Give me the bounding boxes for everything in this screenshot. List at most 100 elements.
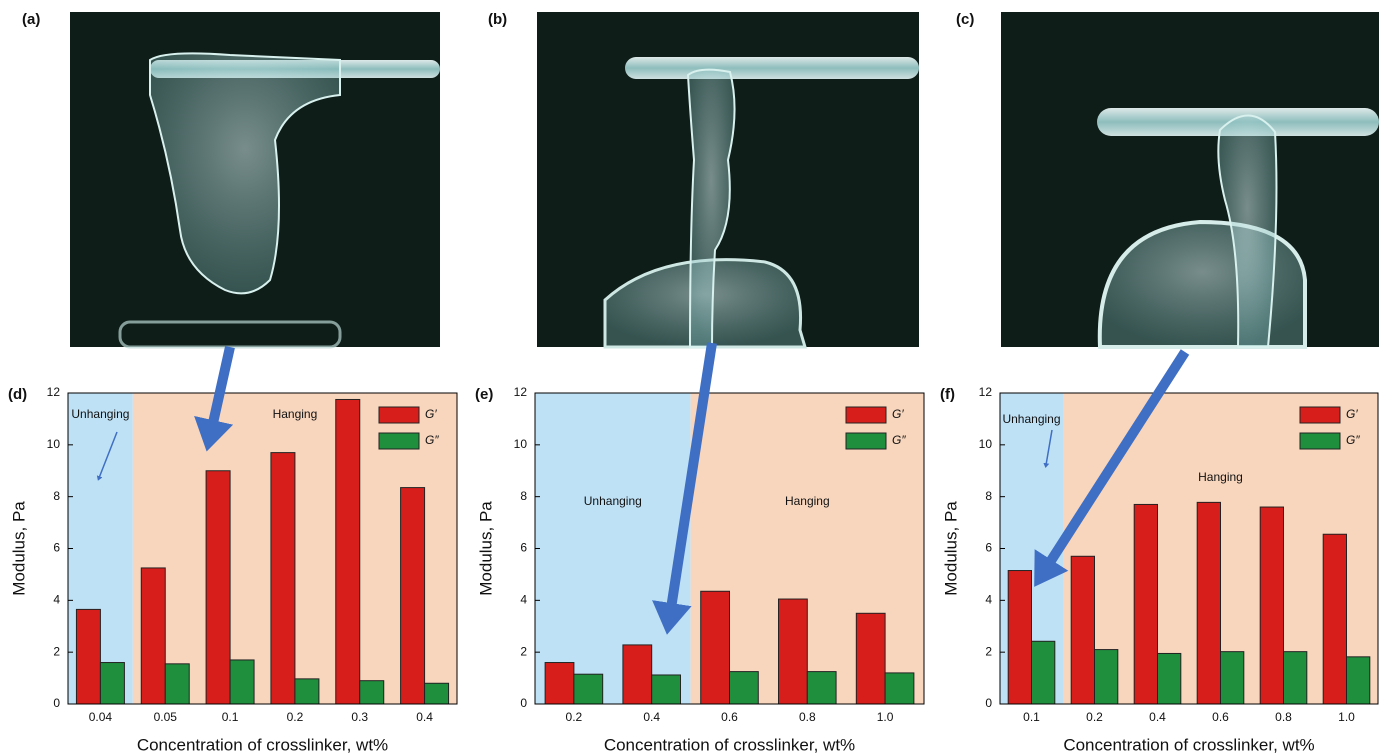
bar — [730, 672, 759, 704]
bar — [141, 568, 165, 704]
legend-label: G′ — [425, 407, 437, 421]
region-label: Unhanging — [1002, 412, 1060, 426]
x-tick-label: 0.6 — [721, 710, 738, 724]
y-tick-label: 4 — [985, 593, 992, 607]
x-axis-label: Concentration of crosslinker, wt% — [1063, 735, 1314, 754]
legend-label: G′ — [1346, 407, 1358, 421]
bar — [623, 645, 652, 704]
y-axis-label: Modulus, Pa — [476, 501, 495, 596]
bar — [885, 673, 914, 704]
legend-label: G″ — [1346, 433, 1360, 447]
y-tick-label: 8 — [53, 489, 60, 503]
x-tick-label: 0.8 — [799, 710, 816, 724]
x-tick-label: 0.6 — [1212, 710, 1229, 724]
x-tick-label: 0.1 — [1023, 710, 1040, 724]
legend-label: G″ — [892, 433, 906, 447]
y-tick-label: 10 — [47, 437, 61, 451]
panel-label: (c) — [956, 11, 974, 28]
photo — [70, 12, 440, 347]
legend-swatch — [846, 433, 886, 449]
x-tick-label: 1.0 — [1338, 710, 1355, 724]
photo — [537, 12, 919, 347]
bar — [701, 591, 730, 704]
x-tick-label: 0.4 — [1149, 710, 1166, 724]
x-tick-label: 0.05 — [154, 710, 178, 724]
x-tick-label: 0.8 — [1275, 710, 1292, 724]
y-tick-label: 12 — [47, 385, 61, 399]
bar — [165, 664, 189, 704]
bar — [230, 660, 254, 704]
x-tick-label: 0.04 — [89, 710, 113, 724]
y-tick-label: 10 — [514, 437, 528, 451]
y-tick-label: 10 — [979, 437, 993, 451]
legend-label: G″ — [425, 433, 439, 447]
y-tick-label: 6 — [520, 541, 527, 555]
bar — [360, 681, 384, 704]
y-tick-label: 8 — [985, 489, 992, 503]
legend-swatch — [379, 407, 419, 423]
y-axis-label: Modulus, Pa — [9, 501, 28, 596]
region-label: Hanging — [785, 494, 830, 508]
y-tick-label: 4 — [520, 593, 527, 607]
y-tick-label: 0 — [520, 696, 527, 710]
photo — [1001, 12, 1379, 347]
bar — [295, 679, 319, 704]
bar — [652, 675, 681, 704]
bar — [856, 613, 885, 704]
bar — [1032, 641, 1055, 704]
bar — [1095, 650, 1118, 704]
region — [535, 393, 691, 704]
bar — [1284, 652, 1307, 704]
panel-label: (f) — [940, 386, 955, 403]
legend-label: G′ — [892, 407, 904, 421]
bar — [206, 471, 230, 704]
bar — [1221, 652, 1244, 704]
region-label: Hanging — [273, 407, 318, 421]
panel-label: (d) — [8, 386, 27, 403]
legend-swatch — [1300, 433, 1340, 449]
bar — [401, 488, 425, 704]
figure: (a) (b) (c) Unhanging Hanging 0 2 4 6 8 10 12 0.0… — [0, 0, 1381, 756]
bar — [1260, 507, 1283, 704]
bar — [336, 399, 360, 704]
legend-swatch — [1300, 407, 1340, 423]
legend-swatch — [846, 407, 886, 423]
bar — [1323, 534, 1346, 704]
y-tick-label: 2 — [53, 644, 60, 658]
x-tick-label: 0.2 — [566, 710, 583, 724]
panel-label: (b) — [488, 11, 507, 28]
y-tick-label: 6 — [53, 541, 60, 555]
y-tick-label: 6 — [985, 541, 992, 555]
region-label: Unhanging — [71, 407, 129, 421]
x-tick-label: 0.2 — [287, 710, 304, 724]
bar — [425, 683, 449, 704]
y-tick-label: 0 — [53, 696, 60, 710]
panel-label: (e) — [475, 386, 493, 403]
x-axis-label: Concentration of crosslinker, wt% — [604, 735, 855, 754]
panel-label: (a) — [22, 11, 40, 28]
x-tick-label: 0.4 — [643, 710, 660, 724]
region-label: Unhanging — [584, 494, 642, 508]
legend-swatch — [379, 433, 419, 449]
y-tick-label: 2 — [520, 644, 527, 658]
x-axis-label: Concentration of crosslinker, wt% — [137, 735, 388, 754]
x-tick-label: 0.3 — [351, 710, 368, 724]
y-axis-label: Modulus, Pa — [941, 501, 960, 596]
x-tick-label: 1.0 — [877, 710, 894, 724]
bar — [1158, 653, 1181, 704]
bar — [807, 672, 836, 704]
x-tick-label: 0.1 — [222, 710, 239, 724]
bar — [545, 663, 574, 704]
y-tick-label: 0 — [985, 696, 992, 710]
region-label: Hanging — [1198, 470, 1243, 484]
y-tick-label: 12 — [514, 385, 528, 399]
bar — [1071, 556, 1094, 704]
x-tick-label: 0.4 — [416, 710, 433, 724]
x-tick-label: 0.2 — [1086, 710, 1103, 724]
bar — [1008, 571, 1031, 704]
bar — [1134, 504, 1157, 704]
bar — [76, 609, 100, 704]
bar — [574, 674, 603, 704]
bar — [271, 453, 295, 704]
y-tick-label: 4 — [53, 593, 60, 607]
